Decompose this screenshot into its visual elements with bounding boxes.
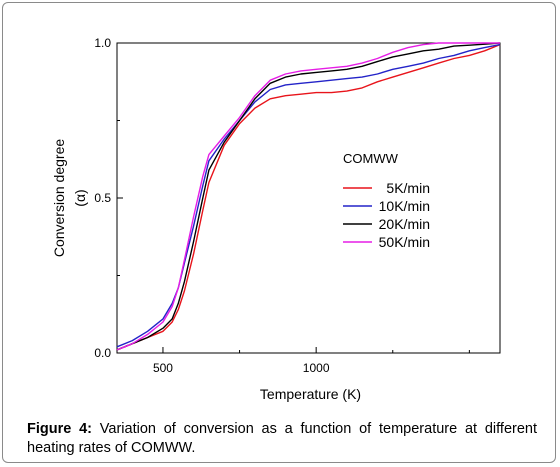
series-line	[116, 42, 500, 351]
x-tick-label: 500	[153, 361, 173, 375]
y-tick-label: 0.5	[94, 191, 111, 205]
y-axis-label: Conversion degree	[51, 139, 67, 258]
series-line	[116, 43, 501, 351]
plot-layer: 0.0 0.5 1.0 500 1000 Temperature (K) Conversio…	[51, 36, 501, 402]
y-tick-label: 1.0	[94, 36, 111, 50]
figure-frame	[2, 2, 556, 463]
caption-label: Figure 4:	[27, 421, 92, 437]
conversion-chart: 0.0 0.5 1.0 500 1000 Temperature (K) Conversio…	[51, 36, 501, 402]
series-line	[116, 42, 501, 351]
legend-title: COMWW	[343, 151, 399, 166]
x-axis-label: Temperature (K)	[260, 386, 361, 402]
legend-label: 5K/min	[386, 180, 430, 196]
figure-caption: Figure 4: Variation of conversion as a f…	[27, 420, 537, 458]
y-axis-label-symbol: (α)	[72, 189, 88, 206]
plot-frame	[116, 42, 501, 354]
x-tick-label: 1000	[303, 361, 330, 375]
legend-label: 50K/min	[379, 234, 430, 250]
legend-label: 20K/min	[379, 216, 430, 232]
legend-label: 10K/min	[379, 198, 430, 214]
y-tick-label: 0.0	[94, 346, 111, 360]
caption-text: Variation of conversion as a function of…	[27, 421, 537, 456]
